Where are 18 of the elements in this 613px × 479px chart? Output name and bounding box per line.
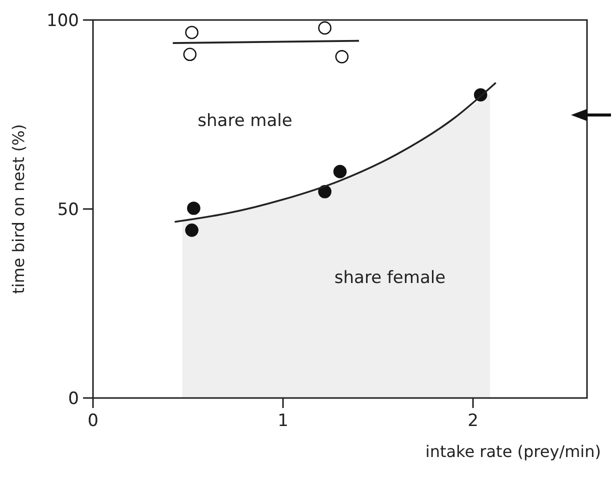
point bbox=[185, 26, 198, 40]
y-tick-label: 50 bbox=[57, 200, 79, 220]
point bbox=[318, 21, 332, 35]
y-tick-label: 0 bbox=[68, 389, 79, 409]
x-axis-title: intake rate (prey/min) bbox=[425, 442, 601, 461]
x-tick-label: 2 bbox=[468, 411, 478, 431]
point bbox=[333, 164, 347, 178]
y-axis-title: time bird on nest (%) bbox=[9, 124, 28, 294]
annotation: share female bbox=[334, 268, 446, 288]
x-tick-label: 1 bbox=[278, 411, 288, 431]
annotation: share male bbox=[198, 111, 292, 131]
point bbox=[335, 50, 349, 64]
point bbox=[183, 48, 197, 62]
y-tick-label: 100 bbox=[46, 11, 79, 31]
point bbox=[185, 224, 198, 237]
line-series bbox=[174, 82, 497, 223]
point bbox=[187, 202, 200, 215]
x-tick-label: 0 bbox=[88, 411, 98, 431]
